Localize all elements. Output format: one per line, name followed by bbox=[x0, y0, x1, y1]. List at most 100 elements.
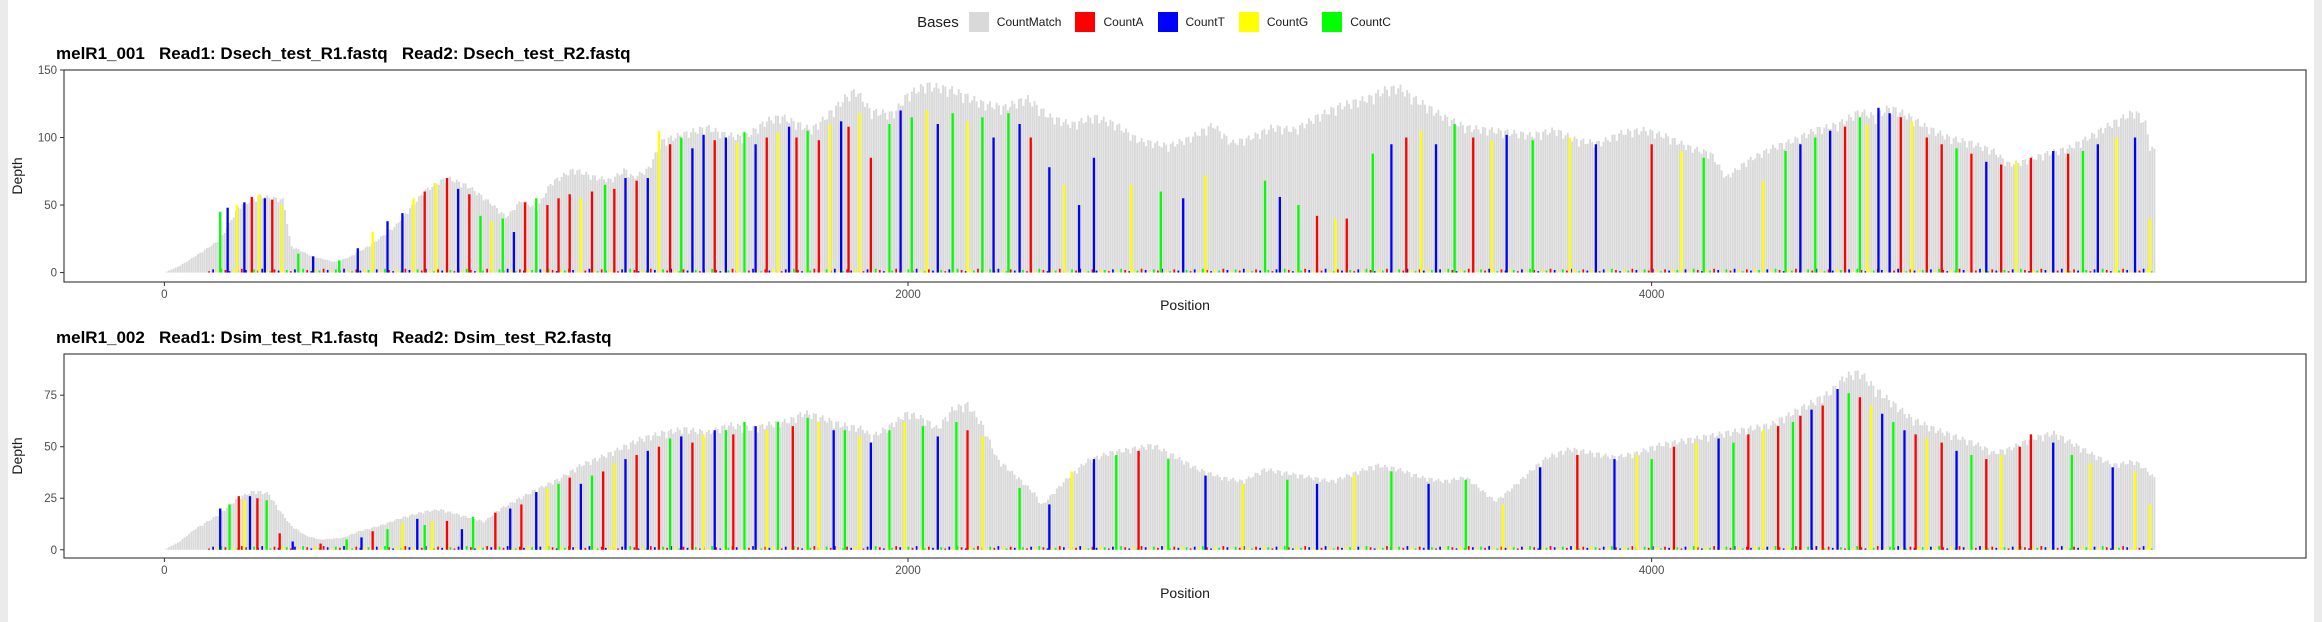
variant-bar-A bbox=[2029, 157, 2033, 273]
baseline-noise-bar bbox=[1247, 547, 1249, 550]
baseline-noise-bar bbox=[294, 269, 296, 273]
baseline-noise-bar bbox=[277, 270, 280, 273]
variant-bar-G bbox=[966, 121, 969, 273]
match-depth-bar bbox=[484, 199, 487, 273]
match-depth-bar bbox=[1718, 164, 1721, 273]
match-depth-bar bbox=[1602, 455, 1605, 550]
match-depth-bar bbox=[190, 258, 193, 273]
match-depth-bar bbox=[788, 423, 791, 550]
variant-bar-G bbox=[1490, 140, 1493, 273]
baseline-noise-bar bbox=[731, 268, 734, 273]
match-depth-bar bbox=[1274, 131, 1277, 273]
match-depth-bar bbox=[326, 538, 329, 550]
match-depth-bar bbox=[1821, 134, 1824, 273]
match-depth-bar bbox=[507, 505, 510, 550]
match-depth-bar bbox=[1053, 493, 1056, 550]
match-depth-bar bbox=[1254, 132, 1257, 273]
baseline-noise-bar bbox=[772, 268, 775, 273]
baseline-noise-bar bbox=[1537, 271, 1540, 273]
match-depth-bar bbox=[1702, 434, 1705, 550]
match-depth-bar bbox=[1125, 447, 1127, 550]
match-depth-bar bbox=[549, 183, 552, 273]
baseline-noise-bar bbox=[1979, 268, 1981, 273]
baseline-noise-bar bbox=[662, 546, 664, 550]
baseline-noise-bar bbox=[784, 546, 787, 550]
match-depth-bar bbox=[1656, 445, 1658, 550]
match-depth-bar bbox=[783, 418, 786, 550]
match-depth-bar bbox=[1392, 466, 1395, 550]
variant-bar-T bbox=[1717, 438, 1720, 550]
match-depth-bar bbox=[1522, 476, 1525, 550]
match-depth-bar bbox=[1885, 394, 1888, 550]
match-depth-bar bbox=[897, 103, 900, 273]
baseline-noise-bar bbox=[1549, 268, 1552, 273]
baseline-noise-bar bbox=[973, 270, 975, 273]
match-depth-bar bbox=[1990, 451, 1993, 550]
baseline-noise-bar bbox=[1095, 270, 1098, 273]
match-depth-bar bbox=[484, 520, 487, 550]
match-depth-bar bbox=[828, 417, 831, 550]
match-depth-bar bbox=[1660, 136, 1663, 273]
baseline-noise-bar bbox=[2110, 271, 2112, 273]
variant-bar-C bbox=[590, 475, 594, 550]
baseline-noise-bar bbox=[367, 547, 370, 550]
match-depth-bar bbox=[1622, 457, 1625, 550]
match-depth-bar bbox=[2073, 446, 2076, 550]
baseline-noise-bar bbox=[388, 269, 390, 273]
baseline-noise-bar bbox=[968, 269, 971, 273]
match-depth-bar bbox=[1134, 135, 1136, 273]
match-depth-bar bbox=[1807, 405, 1810, 550]
match-depth-bar bbox=[1658, 131, 1661, 273]
match-depth-bar bbox=[1287, 474, 1290, 550]
baseline-noise-bar bbox=[887, 269, 889, 273]
match-depth-bar bbox=[1720, 433, 1723, 550]
match-depth-bar bbox=[553, 179, 556, 273]
baseline-noise-bar bbox=[1709, 547, 1711, 550]
match-depth-bar bbox=[1062, 482, 1065, 550]
match-depth-bar bbox=[1024, 99, 1027, 273]
match-depth-bar bbox=[962, 102, 965, 273]
baseline-noise-bar bbox=[985, 271, 987, 273]
baseline-noise-bar bbox=[1480, 269, 1482, 273]
baseline-noise-bar bbox=[355, 546, 358, 550]
match-depth-bar bbox=[1334, 115, 1337, 273]
match-depth-bar bbox=[1149, 140, 1152, 273]
baseline-noise-bar bbox=[1668, 547, 1670, 550]
variant-bar-C bbox=[1371, 153, 1374, 273]
baseline-noise-bar bbox=[1500, 269, 1503, 273]
match-depth-bar bbox=[1011, 100, 1014, 273]
baseline-noise-bar bbox=[1279, 547, 1282, 550]
baseline-noise-bar bbox=[498, 546, 501, 550]
match-depth-bar bbox=[1221, 138, 1223, 273]
match-depth-bar bbox=[701, 430, 704, 550]
baseline-noise-bar bbox=[559, 269, 562, 273]
match-depth-bar bbox=[1484, 492, 1487, 550]
match-depth-bar bbox=[1214, 476, 1217, 550]
match-depth-bar bbox=[1482, 126, 1484, 273]
match-depth-bar bbox=[1321, 114, 1324, 273]
match-depth-bar bbox=[475, 195, 478, 273]
variant-bar-A bbox=[1472, 137, 1475, 273]
match-depth-bar bbox=[1432, 481, 1435, 550]
match-depth-bar bbox=[1678, 442, 1681, 550]
match-depth-bar bbox=[707, 429, 710, 550]
match-depth-bar bbox=[1370, 95, 1373, 273]
match-depth-bar bbox=[1002, 463, 1005, 550]
baseline-noise-bar bbox=[1128, 548, 1131, 550]
baseline-noise-bar bbox=[2024, 547, 2026, 550]
match-depth-bar bbox=[1749, 156, 1752, 273]
match-depth-bar bbox=[759, 425, 762, 550]
baseline-noise-bar bbox=[290, 548, 292, 550]
match-depth-bar bbox=[1511, 134, 1513, 273]
match-depth-bar bbox=[308, 255, 311, 273]
variant-bar-A bbox=[691, 442, 694, 550]
match-depth-bar bbox=[319, 258, 322, 273]
baseline-noise-bar bbox=[527, 268, 529, 273]
baseline-noise-bar bbox=[968, 546, 971, 550]
match-depth-bar bbox=[1622, 134, 1625, 273]
baseline-noise-bar bbox=[600, 269, 603, 273]
match-depth-bar bbox=[183, 537, 186, 550]
baseline-noise-bar bbox=[1770, 547, 1773, 550]
match-depth-bar bbox=[799, 412, 802, 550]
baseline-noise-bar bbox=[1337, 269, 1339, 273]
